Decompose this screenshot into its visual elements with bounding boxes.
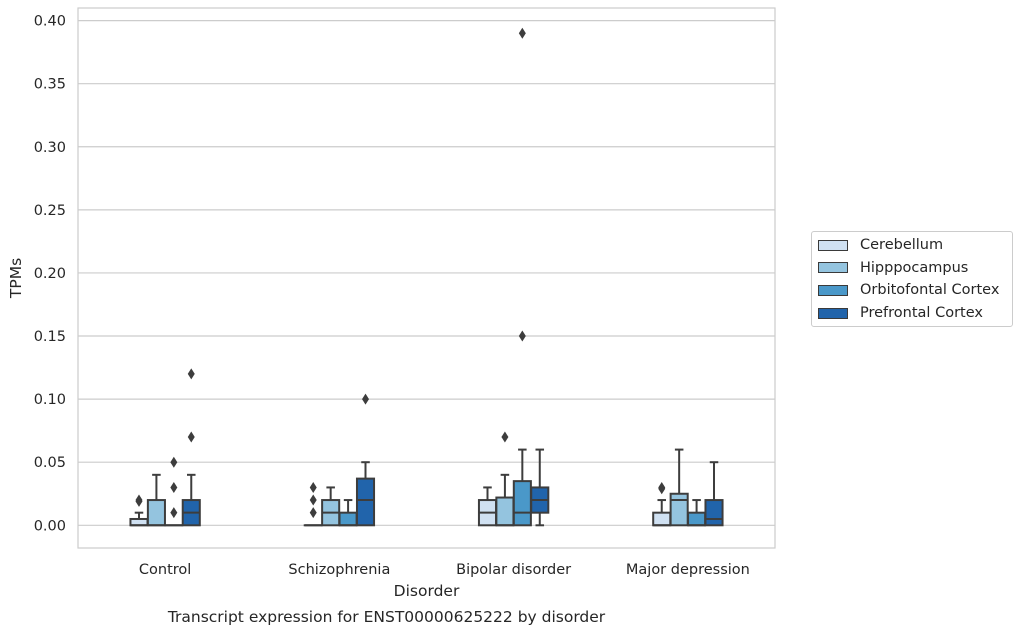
plot-area-frame — [77, 7, 776, 549]
outlier-point — [170, 481, 178, 493]
box-body — [687, 511, 707, 527]
legend-swatch — [818, 307, 848, 319]
box-body — [355, 477, 376, 527]
legend-swatch — [818, 262, 848, 274]
outlier-point — [170, 507, 178, 519]
box-cerebellum — [652, 481, 672, 527]
box-cerebellum — [129, 494, 149, 527]
box-prefrontal-cortex — [355, 393, 376, 527]
legend-item: Cerebellum — [818, 236, 943, 254]
y-tick-label: 0.40 — [34, 14, 66, 30]
outlier-point — [187, 368, 195, 380]
box-body — [338, 511, 358, 527]
outlier-point — [187, 431, 195, 443]
box-body — [146, 499, 166, 527]
legend-item: Prefrontal Cortex — [818, 304, 983, 322]
y-tick-label: 0.10 — [34, 392, 66, 408]
x-tick-label: Bipolar disorder — [456, 562, 571, 578]
y-tick-label: 0.05 — [34, 455, 66, 471]
y-tick-label: 0.20 — [34, 266, 66, 282]
box-prefrontal-cortex — [704, 461, 724, 527]
box-orbitofontal-cortex — [338, 499, 358, 527]
x-tick-labels: Control Schizophrenia Bipolar disorder Majo… — [139, 562, 750, 578]
box-body — [512, 480, 532, 527]
legend-label: Cerebellum — [860, 237, 944, 253]
y-tick-label: 0.35 — [34, 77, 66, 93]
outlier-point — [658, 483, 666, 495]
box-body — [652, 511, 672, 527]
box-hipppocampus — [321, 486, 341, 527]
outlier-point — [135, 495, 143, 507]
box-prefrontal-cortex — [530, 448, 550, 527]
outlier-point — [518, 27, 526, 39]
box-orbitofontal-cortex — [164, 456, 184, 527]
outlier-point — [309, 507, 317, 519]
outlier-point — [518, 330, 526, 342]
x-tick-label: Control — [139, 562, 191, 578]
box-body — [495, 496, 515, 527]
y-axis-label: TPMs — [7, 258, 25, 299]
x-tick-label: Major depression — [626, 562, 750, 578]
x-axis-label: Disorder — [394, 582, 460, 600]
box-cerebellum — [303, 481, 323, 527]
legend-item: Orbitofontal Cortex — [818, 281, 999, 299]
grid-lines — [78, 20, 775, 526]
box-hipppocampus — [146, 473, 166, 527]
y-tick-label: 0.30 — [34, 140, 66, 156]
y-tick-label: 0.25 — [34, 203, 66, 219]
outlier-point — [170, 456, 178, 468]
x-tick-label: Schizophrenia — [288, 562, 390, 578]
legend-item: Hipppocampus — [818, 259, 968, 277]
legend-label: Prefrontal Cortex — [860, 305, 983, 322]
y-tick-label: 0.00 — [34, 518, 66, 534]
box-body — [704, 499, 724, 527]
chart-legend: Cerebellum Hipppocampus Orbitofontal Corte… — [811, 231, 1013, 327]
box-body — [669, 492, 689, 527]
boxes-layer — [129, 27, 724, 527]
y-tick-labels: 0.00 0.05 0.10 0.15 0.20 0.25 0.30 0.35 0.40 — [34, 14, 66, 535]
outlier-point — [501, 431, 509, 443]
y-tick-label: 0.15 — [34, 329, 66, 345]
box-hipppocampus — [495, 431, 515, 527]
legend-swatch — [818, 239, 848, 251]
box-cerebellum — [477, 486, 498, 527]
outlier-point — [309, 481, 317, 493]
legend-label: Orbitofontal Cortex — [860, 282, 1000, 299]
box-prefrontal-cortex — [181, 368, 201, 527]
box-hipppocampus — [669, 448, 689, 527]
outlier-point — [309, 494, 317, 506]
box-orbitofontal-cortex — [512, 27, 532, 527]
legend-label: Hipppocampus — [860, 259, 969, 276]
box-orbitofontal-cortex — [687, 499, 707, 527]
chart-title: Transcript expression for ENST0000062522… — [167, 608, 606, 626]
outlier-point — [362, 393, 370, 405]
legend-swatch — [818, 284, 848, 296]
